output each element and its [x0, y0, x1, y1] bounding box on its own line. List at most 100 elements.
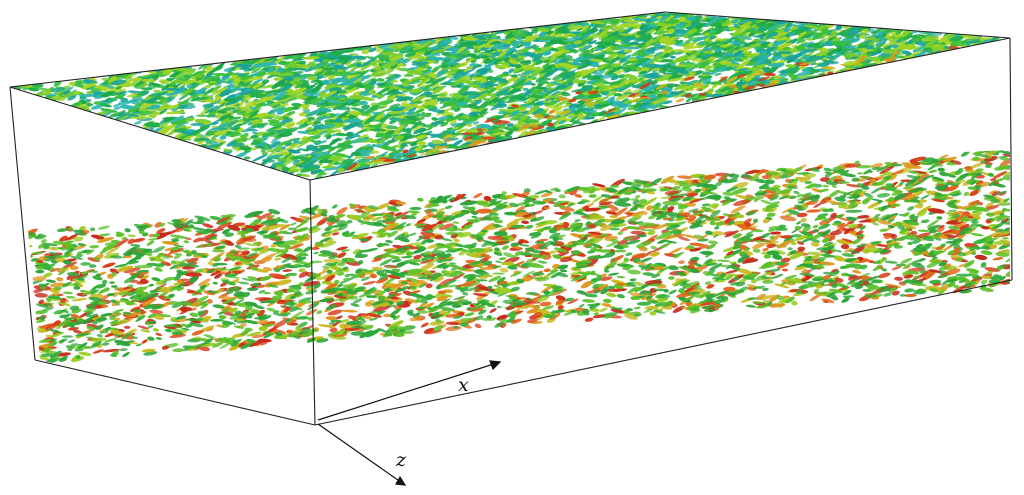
vortex-structure — [771, 87, 779, 93]
vortex-structure — [134, 121, 142, 125]
vortex-structure — [731, 98, 739, 103]
vortex-structure — [571, 128, 580, 133]
vortex-structure — [421, 160, 429, 164]
vortex-structure — [363, 139, 373, 143]
vortex-structure — [606, 111, 616, 116]
vortex-structure — [45, 279, 57, 283]
vortex-structure — [797, 88, 808, 92]
vortex-structure — [355, 128, 370, 135]
vortex-structure — [78, 97, 89, 101]
vortex-structure — [422, 94, 439, 98]
vortex-structure — [327, 74, 336, 81]
vortex-structure — [568, 134, 583, 139]
vortex-structure — [878, 272, 891, 279]
vortex-structure — [566, 131, 578, 140]
vortex-structure — [320, 140, 327, 144]
vortex-structure — [583, 130, 597, 135]
vortex-structure — [845, 75, 857, 83]
vortex-structure — [652, 112, 661, 117]
vortex-structure — [335, 129, 342, 133]
vortex-structure — [840, 78, 855, 83]
vortex-structure — [376, 99, 394, 106]
lower-vortex-layer — [28, 150, 1010, 365]
vortex-structure — [662, 200, 679, 206]
vortex-structure — [795, 83, 804, 89]
vortex-structure — [282, 269, 293, 272]
vortex-structure — [190, 70, 206, 78]
upper-vortex-layer — [10, 12, 1000, 180]
vortex-structure — [113, 106, 122, 110]
vortex-structure — [243, 156, 251, 160]
vortex-structure — [1002, 175, 1010, 181]
vortex-structure — [845, 209, 863, 213]
vortex-structure — [822, 66, 836, 70]
vortex-structure — [481, 136, 496, 140]
vortex-structure — [617, 74, 626, 79]
vortex-structure — [681, 109, 695, 113]
vortex-structure — [669, 55, 677, 59]
vortex-structure — [865, 68, 872, 72]
vortex-structure — [361, 49, 369, 55]
vortex-structure — [686, 115, 699, 122]
vortex-structure — [270, 143, 285, 153]
vortex-structure — [605, 121, 612, 126]
vortex-structure — [791, 300, 798, 306]
vortex-structure — [714, 72, 722, 76]
vortex-structure — [743, 103, 752, 107]
vortex-structure — [472, 99, 483, 105]
vortex-structure — [700, 15, 709, 22]
vortex-structure — [498, 144, 511, 152]
vortex-structure — [666, 116, 678, 121]
vortex-structure — [606, 120, 618, 126]
vortex-structure — [781, 268, 789, 272]
vortex-structure — [492, 144, 505, 148]
vortex-structure — [637, 121, 648, 129]
vortex-structure — [532, 135, 539, 140]
vortex-structure — [390, 118, 403, 121]
vortex-structure — [452, 139, 464, 147]
vortex-structure — [332, 152, 350, 158]
vortex-structure — [599, 307, 608, 312]
vortex-structure — [638, 119, 648, 124]
vortex-structure — [494, 145, 505, 150]
vortex-structure — [588, 194, 597, 198]
vortex-structure — [691, 111, 703, 119]
vortex-structure — [704, 102, 711, 106]
vortex-structure — [775, 86, 786, 91]
vortex-structure — [165, 111, 184, 115]
vortex-structure — [335, 132, 348, 137]
vortex-structure — [525, 142, 537, 148]
vortex-structure — [766, 212, 776, 217]
vortex-structure — [851, 75, 859, 80]
vortex-structure — [766, 90, 779, 95]
vortex-structure — [325, 316, 338, 321]
vortex-structure — [800, 218, 807, 223]
vortex-structure — [234, 151, 248, 159]
vortex-structure — [237, 281, 250, 285]
vortex-structure — [875, 69, 887, 73]
vortex-structure — [541, 137, 550, 140]
vortex-structure — [679, 107, 688, 111]
vortex-structure — [587, 40, 597, 45]
vortex-structure — [974, 254, 988, 261]
vortex-structure — [689, 117, 696, 121]
vortex-structure — [723, 102, 732, 106]
vortex-structure — [196, 114, 207, 117]
vortex-structure — [659, 120, 670, 126]
vortex-structure — [817, 38, 827, 44]
vortex-structure — [850, 74, 864, 77]
vortex-structure — [688, 104, 699, 110]
vortex-structure — [243, 105, 256, 109]
vortex-structure — [675, 98, 685, 103]
vortex-structure — [827, 80, 835, 84]
vortex-structure — [560, 133, 570, 137]
vortex-structure — [709, 220, 716, 226]
vortex-structure — [212, 146, 221, 150]
vortex-structure — [904, 293, 917, 298]
vortex-structure — [431, 117, 439, 121]
vortex-structure — [430, 156, 442, 159]
vortex-structure — [123, 325, 131, 329]
vortex-structure — [690, 113, 699, 117]
